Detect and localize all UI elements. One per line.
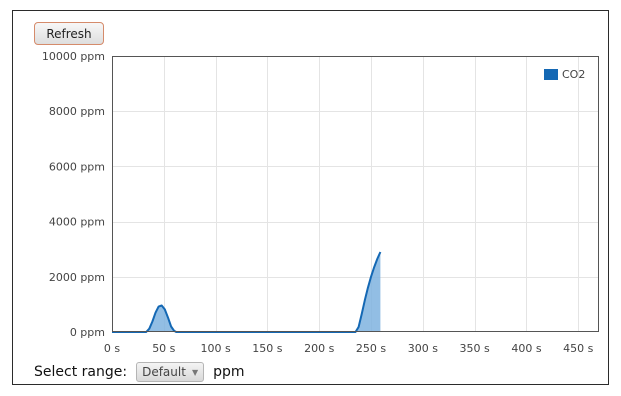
x-tick-label: 350 s [460, 342, 490, 355]
x-tick-label: 250 s [356, 342, 386, 355]
chevron-down-icon: ▼ [191, 367, 199, 377]
x-tick-label: 100 s [200, 342, 230, 355]
legend-label-co2: CO2 [562, 67, 586, 81]
y-tick-label: 2000 ppm [49, 271, 105, 284]
range-select-value: Default [142, 365, 186, 379]
chart-tick-labels: 0 s 50 s 100 s 150 s 200 s 250 s 300 s 350 s 400… [42, 50, 594, 355]
legend-swatch-co2 [544, 68, 558, 80]
chart-panel [12, 10, 609, 385]
chart-axes [112, 56, 599, 332]
y-tick-label: 10000 ppm [42, 50, 105, 63]
x-tick-label: 150 s [252, 342, 282, 355]
y-tick-label: 0 ppm [70, 326, 105, 339]
x-tick-label: 200 s [304, 342, 334, 355]
chart-legend: CO2 [544, 67, 585, 81]
x-tick-label: 300 s [408, 342, 438, 355]
x-tick-label: 400 s [511, 342, 541, 355]
range-label: Select range: [34, 364, 128, 380]
x-tick-label: 50 s [152, 342, 175, 355]
plot-border [112, 56, 599, 332]
chart-grid [112, 56, 599, 332]
chart-series-layer [112, 251, 382, 333]
y-tick-label: 6000 ppm [49, 160, 105, 173]
refresh-button[interactable]: Refresh [34, 22, 104, 45]
y-tick-label: 8000 ppm [49, 105, 105, 118]
range-unit: ppm [213, 364, 245, 380]
series-line-0 [112, 251, 382, 333]
y-tick-label: 4000 ppm [49, 216, 105, 229]
range-select[interactable]: Default ▼ [136, 362, 205, 382]
x-tick-label: 0 s [104, 342, 120, 355]
x-tick-label: 450 s [563, 342, 593, 355]
range-selector-row: Select range: Default ▼ ppm [34, 360, 245, 384]
